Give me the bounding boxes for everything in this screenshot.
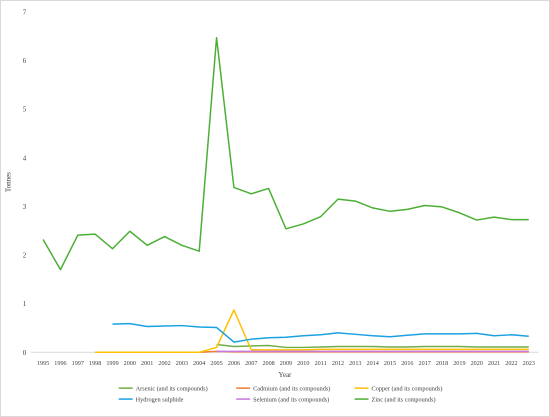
legend-item: Selenium (and its compounds)	[236, 396, 329, 403]
x-tick-label: 2019	[453, 361, 465, 367]
x-tick-label: 2001	[141, 361, 153, 367]
legend-label: Copper (and its compounds)	[372, 385, 443, 392]
y-tick-labels: 0 1 2 3 4 5 6 7	[23, 8, 27, 356]
y-tick-label: 1	[23, 300, 27, 308]
x-tick-label: 2007	[245, 361, 257, 367]
x-tick-label: 1998	[89, 361, 101, 367]
series-lines	[42, 36, 529, 354]
x-tick-label: 2008	[262, 361, 274, 367]
x-tick-label: 1999	[106, 361, 118, 367]
y-tick-label: 4	[23, 154, 27, 162]
x-tick-label: 2012	[332, 361, 344, 367]
x-tick-label: 1996	[54, 361, 66, 367]
x-tick-label: 1995	[37, 361, 49, 367]
x-tick-label: 2023	[523, 361, 535, 367]
x-tick-label: 2009	[280, 361, 292, 367]
x-tick-label: 2000	[124, 361, 136, 367]
x-axis-label: Year	[279, 371, 292, 379]
x-tick-label: 2020	[471, 361, 483, 367]
x-tick-label: 2014	[367, 361, 379, 367]
y-tick-label: 5	[23, 106, 27, 114]
x-tick-label: 2002	[158, 361, 170, 367]
legend-label: Hydrogen sulphide	[136, 396, 184, 403]
x-tick-label: 2021	[488, 361, 500, 367]
legend-label: Zinc (and its compounds)	[372, 396, 436, 403]
series-line	[112, 322, 529, 343]
x-tick-labels: 1995 1996 1997 1998 1999 2000 2001 2002 2003 2004…	[37, 361, 535, 367]
x-tick-label: 2010	[297, 361, 309, 367]
x-tick-label: 2022	[505, 361, 517, 367]
plot-area: 0 1 2 3 4 5 6 7 1995 1996 1997 1998 1999 2000 2001 200…	[23, 8, 539, 367]
legend-item: Copper (and its compounds)	[354, 385, 443, 392]
series-line	[95, 309, 529, 354]
series-line	[216, 343, 529, 349]
x-tick-label: 1997	[72, 361, 84, 367]
legend-label: Arsenic (and its compounds)	[136, 385, 208, 392]
x-tick-label: 2006	[228, 361, 240, 367]
y-tick-label: 7	[23, 8, 27, 16]
x-tick-label: 2005	[210, 361, 222, 367]
legend-label: Cadmium (and its compounds)	[253, 385, 330, 392]
legend-item: Cadmium (and its compounds)	[236, 385, 330, 392]
legend-item: Arsenic (and its compounds)	[118, 385, 208, 392]
x-tick-label: 2003	[176, 361, 188, 367]
x-tick-label: 2011	[315, 361, 327, 367]
x-tick-label: 2018	[436, 361, 448, 367]
x-tick-label: 2013	[349, 361, 361, 367]
y-tick-label: 6	[23, 57, 27, 65]
y-tick-label: 2	[23, 252, 27, 260]
x-tick-label: 2017	[419, 361, 431, 367]
series-line	[42, 36, 529, 271]
x-tick-label: 2015	[384, 361, 396, 367]
legend-item: Zinc (and its compounds)	[354, 396, 436, 403]
y-tick-label: 0	[23, 349, 27, 357]
legend-item: Hydrogen sulphide	[118, 396, 184, 403]
y-axis-label: Tonnes	[4, 172, 12, 192]
x-tick-label: 2016	[401, 361, 413, 367]
x-tick-label: 2004	[193, 361, 205, 367]
legend: Arsenic (and its compounds) Cadmium (and …	[118, 385, 443, 403]
legend-label: Selenium (and its compounds)	[253, 396, 329, 403]
y-tick-label: 3	[23, 203, 27, 211]
